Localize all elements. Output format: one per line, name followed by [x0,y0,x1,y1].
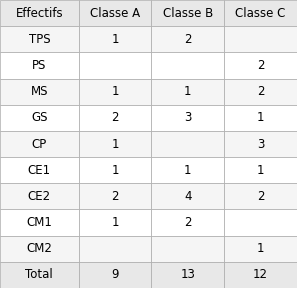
Bar [0,157,79,183]
Bar [0,262,79,288]
Text: 2: 2 [184,33,192,46]
Bar [79,262,151,288]
Bar [79,0,151,26]
Text: 12: 12 [253,268,268,281]
Bar [0,183,79,209]
Bar [79,26,151,52]
Bar [0,79,79,105]
Bar [224,79,297,105]
Text: 9: 9 [111,268,119,281]
Text: Total: Total [26,268,53,281]
Text: 2: 2 [111,190,119,203]
Text: 1: 1 [111,33,119,46]
Bar [0,209,79,236]
Text: CM2: CM2 [26,242,52,255]
Text: Classe A: Classe A [90,7,140,20]
Bar [224,157,297,183]
Text: CM1: CM1 [26,216,52,229]
Text: GS: GS [31,111,48,124]
Text: Effectifs: Effectifs [15,7,63,20]
Bar [79,52,151,79]
Text: Classe B: Classe B [163,7,213,20]
Bar [151,183,224,209]
Text: 2: 2 [257,59,264,72]
Bar [0,26,79,52]
Bar [151,52,224,79]
Bar [79,131,151,157]
Bar [151,262,224,288]
Text: 2: 2 [257,190,264,203]
Bar [224,183,297,209]
Bar [0,0,79,26]
Text: Classe C: Classe C [236,7,286,20]
Text: 1: 1 [111,216,119,229]
Text: 2: 2 [111,111,119,124]
Text: 1: 1 [111,164,119,177]
Bar [151,131,224,157]
Text: 1: 1 [184,85,192,98]
Text: 3: 3 [257,137,264,151]
Text: MS: MS [31,85,48,98]
Bar [224,262,297,288]
Text: 1: 1 [257,111,264,124]
Text: 1: 1 [111,85,119,98]
Text: PS: PS [32,59,47,72]
Bar [79,157,151,183]
Bar [79,183,151,209]
Text: CP: CP [32,137,47,151]
Bar [224,26,297,52]
Bar [79,209,151,236]
Text: 2: 2 [184,216,192,229]
Text: 1: 1 [184,164,192,177]
Bar [0,52,79,79]
Bar [151,209,224,236]
Text: TPS: TPS [29,33,50,46]
Text: CE1: CE1 [28,164,51,177]
Bar [151,236,224,262]
Bar [79,236,151,262]
Bar [151,0,224,26]
Text: 13: 13 [180,268,195,281]
Bar [79,79,151,105]
Bar [79,105,151,131]
Text: 2: 2 [257,85,264,98]
Bar [151,105,224,131]
Text: CE2: CE2 [28,190,51,203]
Bar [224,131,297,157]
Bar [224,236,297,262]
Bar [224,52,297,79]
Text: 1: 1 [257,242,264,255]
Bar [151,157,224,183]
Bar [151,26,224,52]
Text: 3: 3 [184,111,192,124]
Text: 1: 1 [111,137,119,151]
Bar [224,105,297,131]
Bar [0,131,79,157]
Bar [151,79,224,105]
Text: 1: 1 [257,164,264,177]
Bar [0,236,79,262]
Text: 4: 4 [184,190,192,203]
Bar [224,0,297,26]
Bar [0,105,79,131]
Bar [224,209,297,236]
